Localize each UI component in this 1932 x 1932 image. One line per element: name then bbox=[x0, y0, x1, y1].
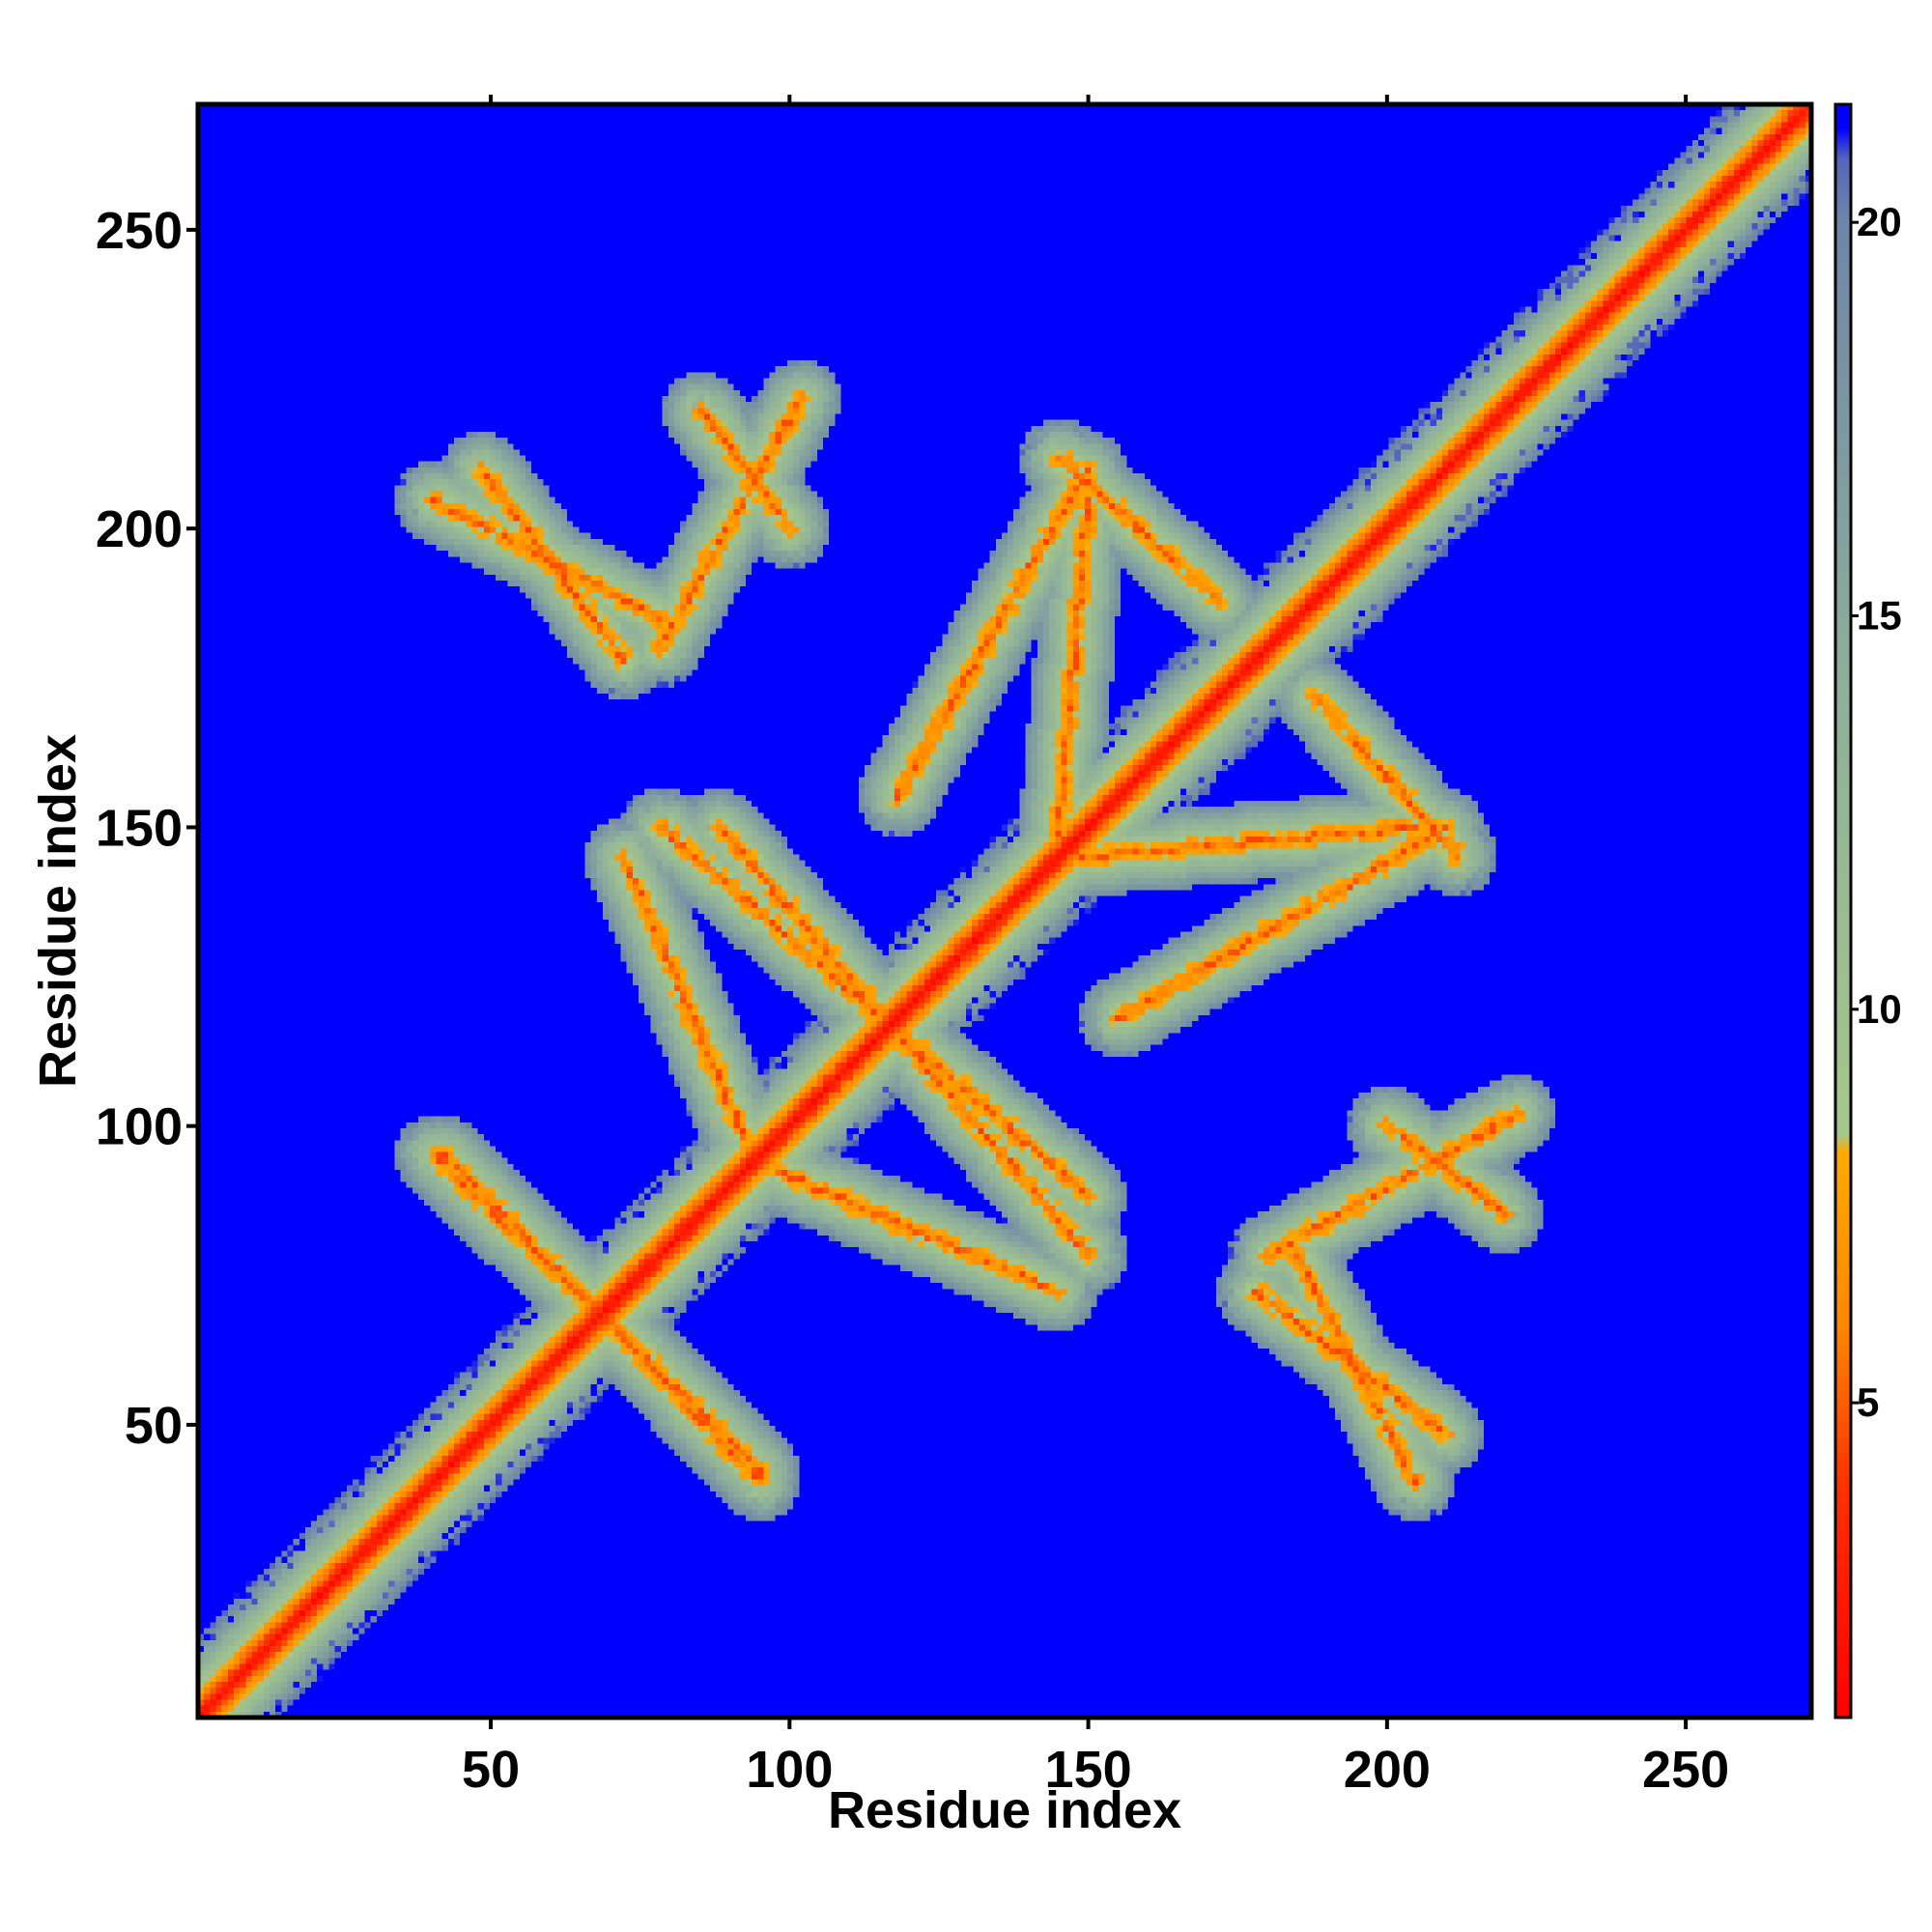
colorbar-tick-label: 5 bbox=[1857, 1379, 1879, 1425]
x-tick-label: 250 bbox=[1642, 1741, 1729, 1799]
colorbar-tick-label: 10 bbox=[1857, 986, 1902, 1032]
colorbar: 5 10 15 20 bbox=[1833, 102, 1902, 1719]
x-tick-label: 100 bbox=[746, 1741, 833, 1799]
colorbar-ticks: 5 10 15 20 bbox=[1851, 199, 1902, 1425]
y-tick-label: 200 bbox=[96, 500, 183, 558]
y-tick-label: 250 bbox=[96, 202, 183, 260]
heatmap-panel bbox=[195, 101, 1814, 1720]
colorbar-tick-label: 15 bbox=[1857, 593, 1902, 639]
x-tick-label: 200 bbox=[1344, 1741, 1431, 1799]
x-tick-label: 50 bbox=[462, 1741, 520, 1799]
y-tick-label: 50 bbox=[125, 1397, 183, 1455]
x-axis: 50 100 150 200 250 bbox=[462, 95, 1729, 1799]
y-tick-label: 100 bbox=[96, 1098, 183, 1156]
colorbar-ramp bbox=[1833, 102, 1853, 1719]
colorbar-tick-label: 20 bbox=[1857, 199, 1902, 244]
y-tick-label: 150 bbox=[96, 799, 183, 857]
y-axis-title: Residue index bbox=[29, 734, 87, 1088]
heatmap-cells bbox=[198, 104, 1811, 1718]
x-tick-label: 150 bbox=[1045, 1741, 1132, 1799]
plot-frame bbox=[195, 101, 1814, 1720]
x-axis-title: Residue index bbox=[828, 1781, 1181, 1839]
y-axis: 50 100 150 200 250 bbox=[96, 202, 198, 1455]
